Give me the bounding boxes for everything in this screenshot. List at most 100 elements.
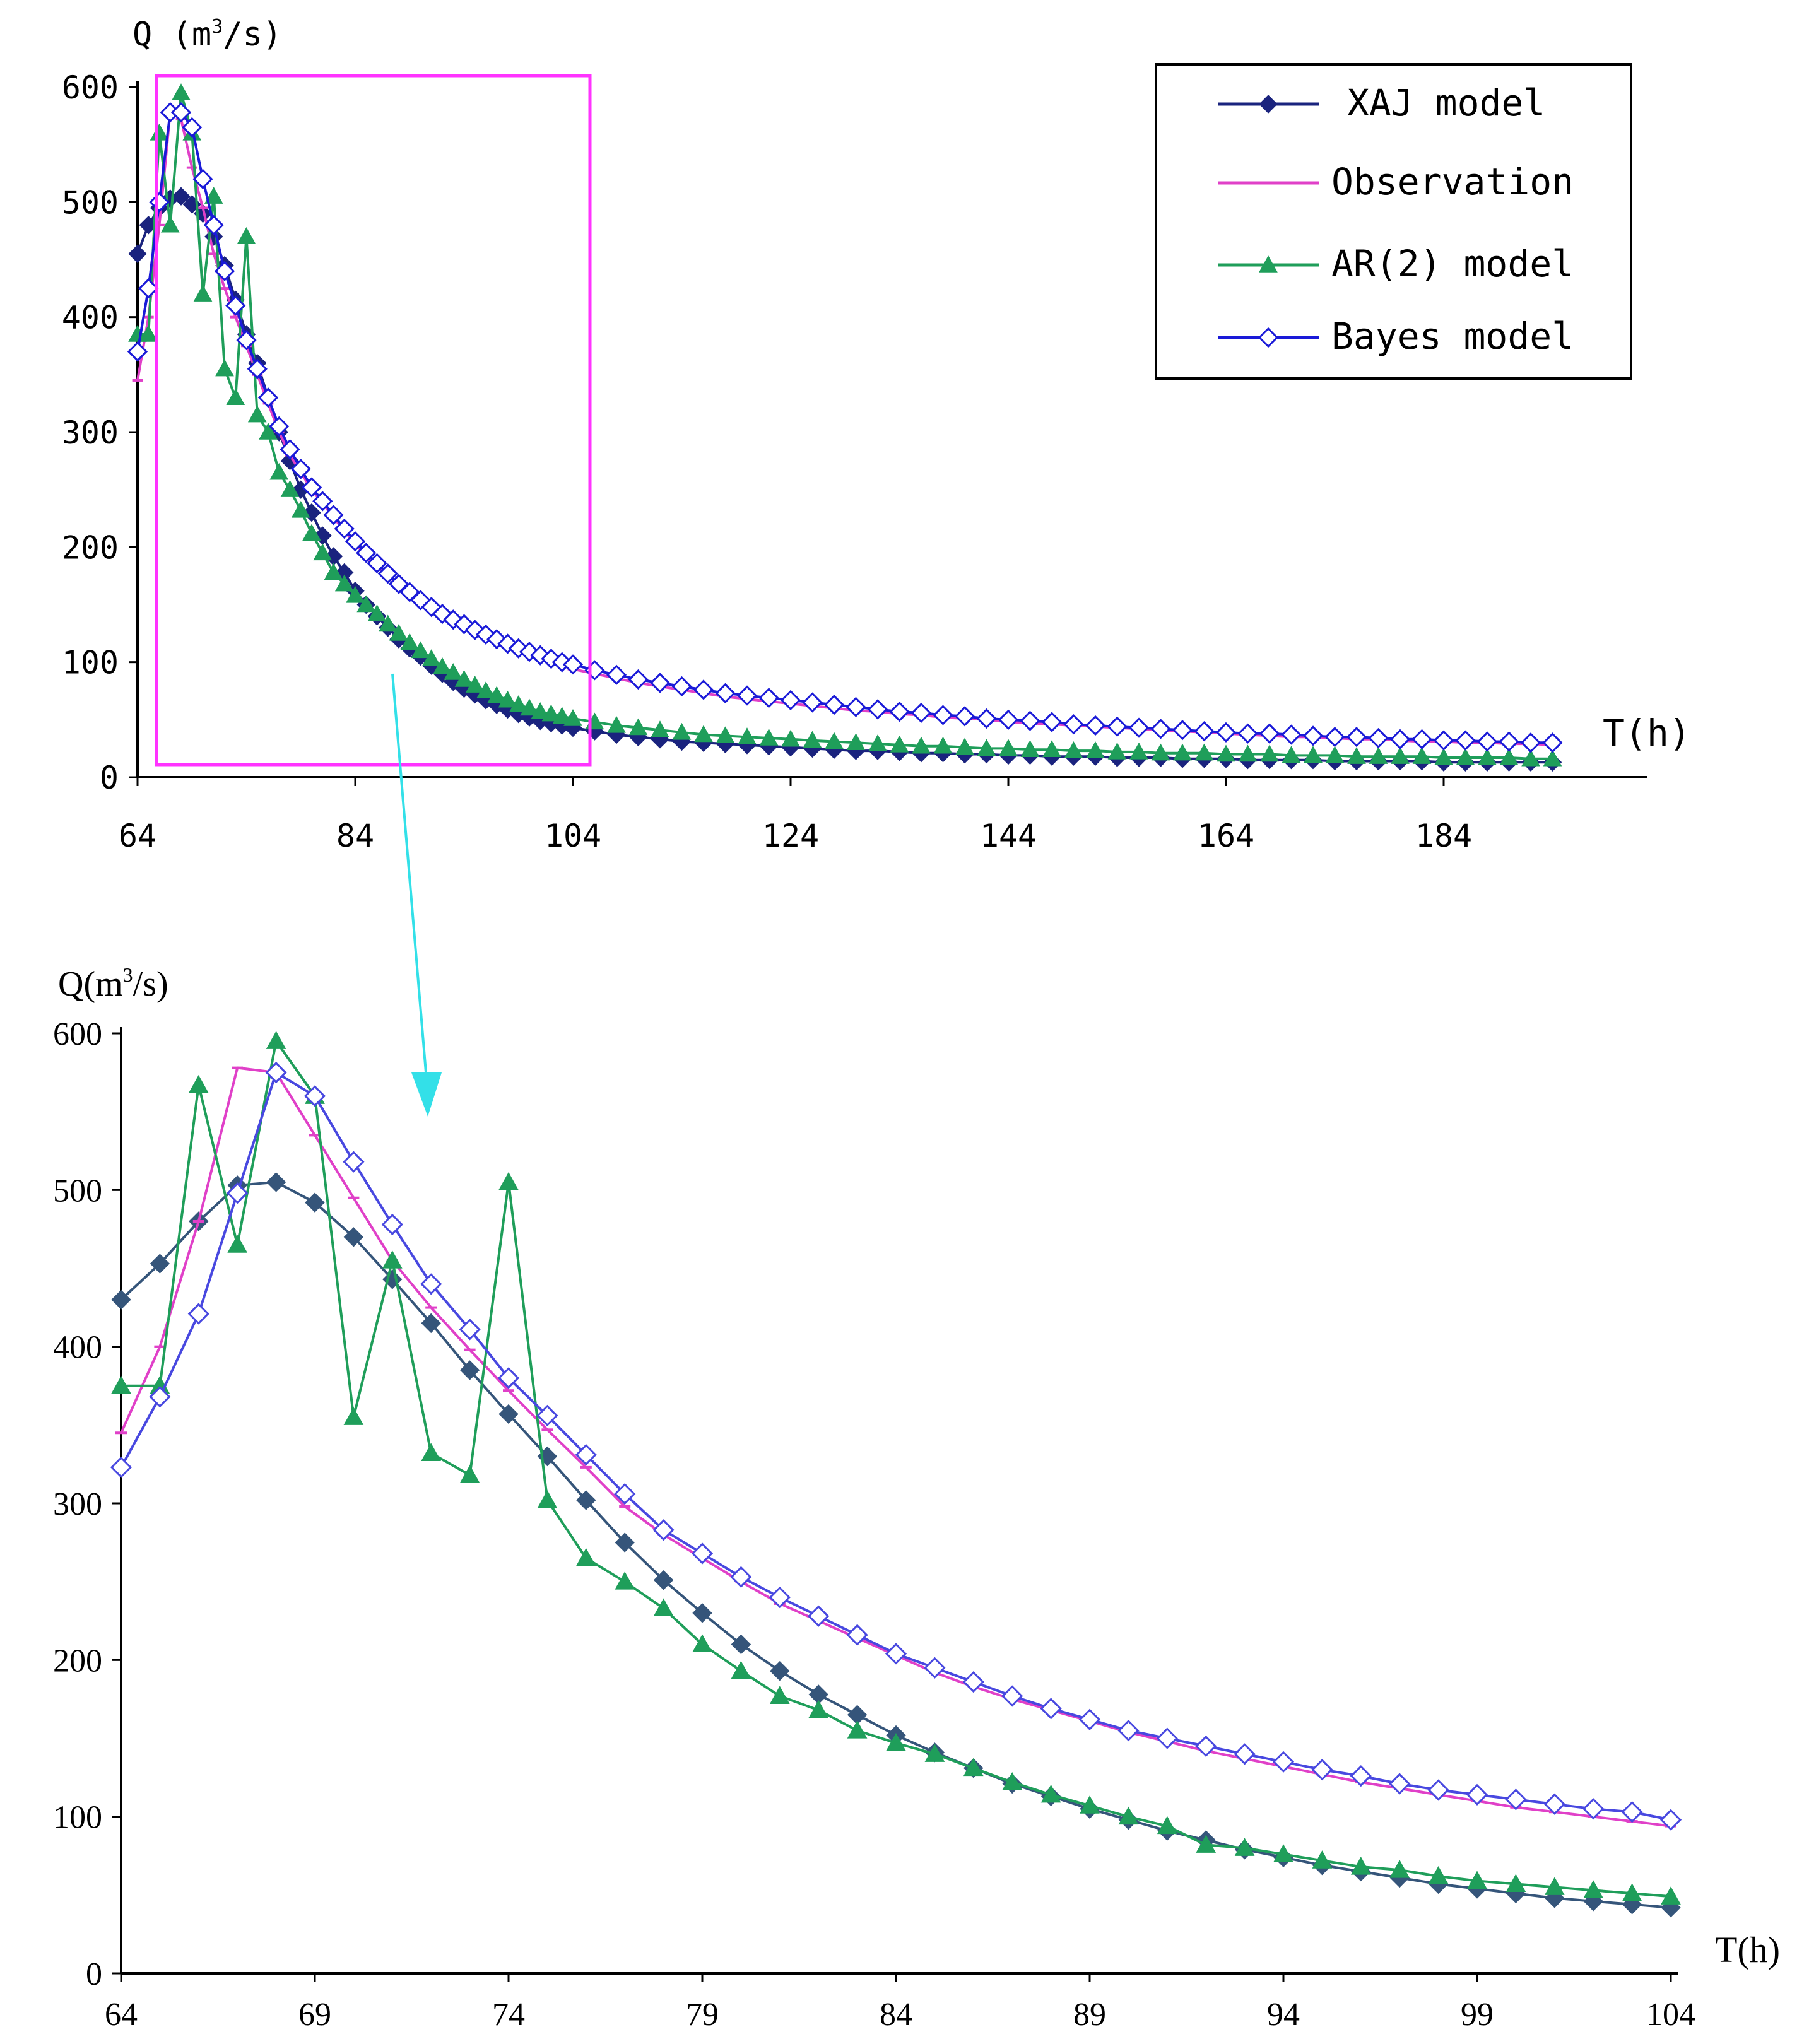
data-point-xaj-model xyxy=(111,1289,131,1310)
data-point-ar-2-model xyxy=(160,215,180,233)
data-point-observation xyxy=(154,223,165,226)
data-point-ar-2-model xyxy=(227,1235,248,1253)
data-point-ar-2-model xyxy=(150,123,169,141)
data-point-bayes-model xyxy=(976,708,997,729)
data-point-ar-2-model xyxy=(1234,1838,1255,1856)
data-point-observation xyxy=(232,1066,244,1069)
data-point-ar-2-model xyxy=(692,1634,712,1652)
data-point-ar-2-model xyxy=(1238,744,1258,762)
data-point-bayes-model xyxy=(1020,710,1040,731)
data-point-bayes-model xyxy=(1117,1719,1140,1742)
data-point-bayes-model xyxy=(367,553,387,573)
data-point-ar-2-model xyxy=(204,187,223,204)
data-point-bayes-model xyxy=(1520,732,1541,753)
data-point-bayes-model xyxy=(846,696,866,717)
data-point-ar-2-model xyxy=(803,731,822,748)
data-point-ar-2-model xyxy=(846,733,866,750)
y-tick-label: 100 xyxy=(53,1800,102,1836)
data-point-ar-2-model xyxy=(912,736,931,754)
data-point-ar-2-model xyxy=(1304,746,1323,763)
data-point-ar-2-model xyxy=(454,669,474,687)
data-point-bayes-model xyxy=(1466,1783,1488,1806)
x-tick-label: 84 xyxy=(880,1997,912,2033)
data-point-ar-2-model xyxy=(890,735,909,753)
data-point-ar-2-model xyxy=(215,359,234,377)
data-point-bayes-model xyxy=(715,683,736,704)
data-point-bayes-model xyxy=(1302,725,1324,746)
data-point-observation xyxy=(425,1306,437,1309)
data-point-bayes-model xyxy=(110,1456,133,1479)
legend-frame xyxy=(1155,63,1632,380)
data-point-ar-2-model xyxy=(389,624,408,641)
data-point-ar-2-model xyxy=(1369,747,1388,764)
data-point-bayes-model xyxy=(1411,729,1432,749)
legend-entry-bayes-model: Bayes model xyxy=(1218,315,1574,358)
legend: XAJ model Observation AR(2) model Bayes mod… xyxy=(1155,63,1632,380)
x-tick-label: 84 xyxy=(336,818,374,854)
legend-swatch-marker xyxy=(1258,327,1279,348)
data-point-bayes-model xyxy=(998,709,1019,730)
data-point-bayes-model xyxy=(924,1657,946,1679)
data-point-bayes-model xyxy=(1433,730,1454,751)
data-point-ar-2-model xyxy=(563,708,582,726)
data-point-observation xyxy=(464,1348,476,1351)
x-tick-label: 69 xyxy=(298,1997,331,2033)
data-point-ar-2-model xyxy=(672,722,692,740)
data-point-ar-2-model xyxy=(716,726,735,744)
data-point-observation xyxy=(619,1505,631,1508)
data-point-bayes-model xyxy=(1427,1779,1449,1801)
data-point-ar-2-model xyxy=(933,736,953,754)
legend-label: Bayes model xyxy=(1331,315,1574,358)
x-tick-label: 164 xyxy=(1198,818,1254,854)
data-point-xaj-model xyxy=(576,1490,596,1510)
data-point-ar-2-model xyxy=(334,574,354,592)
x-tick-label: 104 xyxy=(1646,1997,1695,2033)
data-point-bayes-model xyxy=(170,102,192,123)
data-point-ar-2-model xyxy=(509,695,528,712)
data-point-bayes-model xyxy=(1259,723,1280,744)
data-point-ar-2-model xyxy=(1312,1850,1333,1869)
data-point-ar-2-model xyxy=(1107,742,1127,760)
data-point-ar-2-model xyxy=(1456,748,1475,765)
data-point-ar-2-model xyxy=(694,725,713,743)
data-point-ar-2-model xyxy=(651,720,669,737)
data-point-xaj-model xyxy=(498,1404,519,1424)
data-point-xaj-model xyxy=(770,1661,790,1681)
y-tick-label: 200 xyxy=(53,1643,102,1679)
data-point-ar-2-model xyxy=(1086,741,1105,758)
data-point-ar-2-model xyxy=(313,543,333,561)
data-point-ar-2-model xyxy=(237,227,256,244)
data-point-ar-2-model xyxy=(1347,747,1366,764)
data-point-ar-2-model xyxy=(1412,747,1432,764)
x-tick-label: 99 xyxy=(1461,1997,1494,2033)
data-point-ar-2-model xyxy=(1389,1860,1410,1878)
bottom-x-axis-label: T(h) xyxy=(1715,1929,1780,1970)
data-point-bayes-model xyxy=(1455,730,1476,751)
y-tick-label: 600 xyxy=(53,1016,102,1052)
zoom-box xyxy=(155,74,592,766)
data-point-ar-2-model xyxy=(266,1031,286,1049)
data-point-bayes-model xyxy=(1041,712,1063,732)
series-ar-2-model xyxy=(111,1031,1681,1905)
data-point-bayes-model xyxy=(867,699,888,720)
data-point-observation xyxy=(580,1465,592,1469)
data-point-bayes-model xyxy=(1237,723,1258,744)
data-point-bayes-model xyxy=(691,1542,714,1565)
data-point-ar-2-model xyxy=(421,1443,442,1462)
data-point-bayes-model xyxy=(649,673,671,693)
data-point-bayes-model xyxy=(954,706,975,727)
data-point-ar-2-model xyxy=(487,686,507,703)
data-point-ar-2-model xyxy=(924,1744,945,1762)
data-point-ar-2-model xyxy=(1196,1835,1217,1853)
legend-swatch-marker xyxy=(1259,95,1278,114)
data-point-ar-2-model xyxy=(324,563,343,580)
legend-label: XAJ model xyxy=(1347,81,1545,124)
data-point-ar-2-model xyxy=(1020,740,1040,757)
data-point-ar-2-model xyxy=(1478,748,1497,765)
data-point-ar-2-model xyxy=(139,324,158,342)
data-point-ar-2-model xyxy=(531,702,550,719)
data-point-bayes-model xyxy=(823,695,845,715)
data-point-bayes-model xyxy=(606,664,627,685)
data-point-ar-2-model xyxy=(1434,748,1453,765)
